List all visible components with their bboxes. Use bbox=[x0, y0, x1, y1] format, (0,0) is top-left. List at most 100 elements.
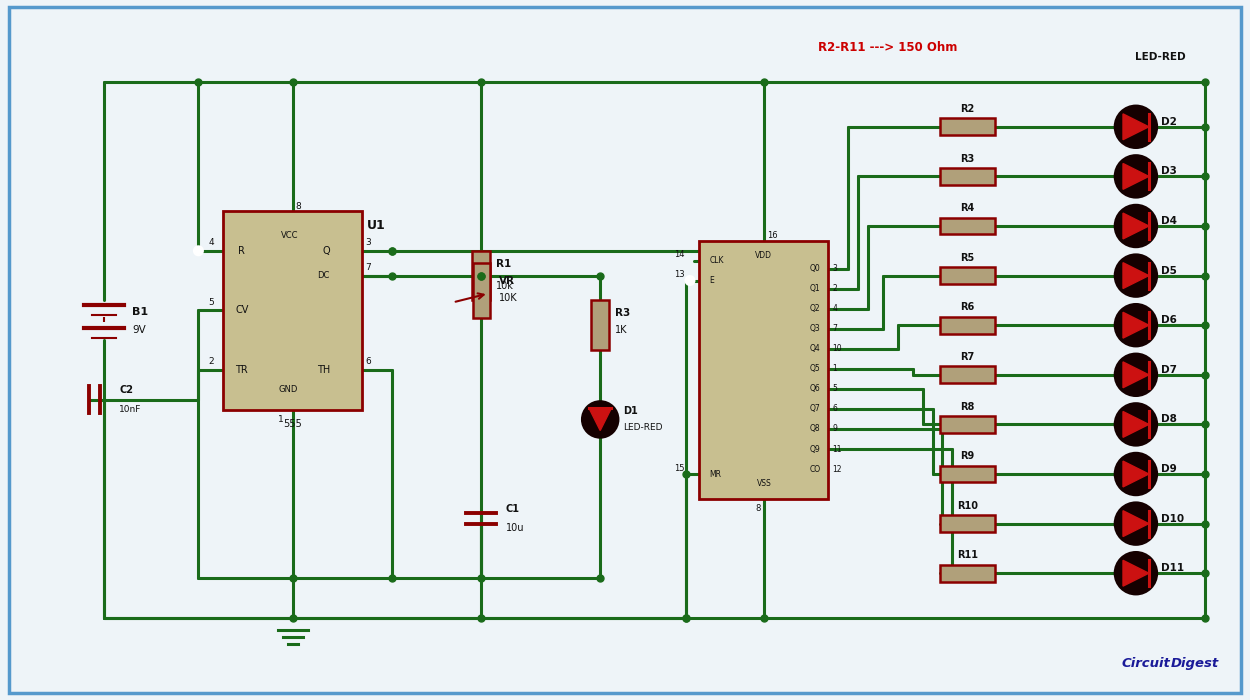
Text: LED-RED: LED-RED bbox=[1135, 52, 1186, 62]
Text: Q9: Q9 bbox=[810, 444, 820, 454]
Polygon shape bbox=[1122, 412, 1149, 438]
Text: E: E bbox=[709, 276, 714, 285]
Text: 5: 5 bbox=[832, 384, 838, 393]
Text: VR: VR bbox=[499, 276, 515, 286]
Text: U1: U1 bbox=[368, 220, 386, 232]
FancyBboxPatch shape bbox=[224, 211, 362, 410]
Text: 8: 8 bbox=[755, 504, 761, 513]
Text: 9V: 9V bbox=[132, 326, 146, 335]
Text: Q6: Q6 bbox=[810, 384, 820, 393]
Text: CV: CV bbox=[235, 305, 249, 315]
Circle shape bbox=[1115, 404, 1156, 445]
Text: R6: R6 bbox=[960, 302, 975, 312]
Text: DC: DC bbox=[318, 271, 330, 280]
FancyBboxPatch shape bbox=[940, 565, 995, 582]
Text: 4: 4 bbox=[209, 239, 214, 247]
Text: 13: 13 bbox=[674, 270, 685, 279]
Text: R2: R2 bbox=[960, 104, 975, 114]
Circle shape bbox=[1115, 503, 1156, 545]
Text: VCC: VCC bbox=[281, 232, 299, 240]
Text: Circuit: Circuit bbox=[1121, 657, 1171, 671]
Text: R10: R10 bbox=[956, 500, 978, 511]
Text: R8: R8 bbox=[960, 402, 975, 412]
FancyBboxPatch shape bbox=[940, 416, 995, 433]
Circle shape bbox=[582, 402, 618, 438]
Text: D7: D7 bbox=[1161, 365, 1176, 374]
Text: R4: R4 bbox=[960, 203, 975, 213]
Text: 10u: 10u bbox=[506, 523, 525, 533]
Text: D11: D11 bbox=[1161, 564, 1184, 573]
Text: C2: C2 bbox=[119, 385, 132, 395]
Text: D3: D3 bbox=[1161, 167, 1176, 176]
Text: 3: 3 bbox=[365, 239, 371, 247]
FancyBboxPatch shape bbox=[472, 251, 490, 300]
Text: Q8: Q8 bbox=[810, 424, 820, 433]
Text: 6: 6 bbox=[832, 405, 838, 414]
FancyBboxPatch shape bbox=[591, 300, 609, 350]
FancyBboxPatch shape bbox=[940, 168, 995, 185]
Text: TH: TH bbox=[318, 365, 331, 374]
Circle shape bbox=[1115, 354, 1156, 395]
FancyBboxPatch shape bbox=[940, 317, 995, 334]
FancyBboxPatch shape bbox=[940, 515, 995, 532]
Text: R11: R11 bbox=[956, 550, 978, 561]
Text: Q4: Q4 bbox=[810, 344, 820, 354]
Text: D9: D9 bbox=[1161, 464, 1176, 474]
Text: VDD: VDD bbox=[755, 251, 772, 260]
Text: R3: R3 bbox=[960, 153, 975, 164]
FancyBboxPatch shape bbox=[940, 366, 995, 383]
Text: 1: 1 bbox=[278, 415, 284, 424]
Text: R: R bbox=[238, 246, 245, 256]
Text: VSS: VSS bbox=[756, 480, 771, 489]
Text: D8: D8 bbox=[1161, 414, 1176, 424]
Text: 16: 16 bbox=[766, 232, 778, 240]
Text: 10K: 10K bbox=[499, 293, 518, 303]
Text: D1: D1 bbox=[622, 405, 638, 416]
Text: B1: B1 bbox=[132, 307, 148, 317]
Text: 8: 8 bbox=[296, 202, 301, 211]
Polygon shape bbox=[1122, 114, 1149, 140]
Text: C1: C1 bbox=[506, 504, 520, 514]
Text: MR: MR bbox=[709, 470, 721, 479]
Text: 12: 12 bbox=[832, 465, 841, 473]
FancyBboxPatch shape bbox=[940, 466, 995, 482]
Text: R1: R1 bbox=[496, 259, 511, 269]
Text: 6: 6 bbox=[365, 358, 371, 366]
Polygon shape bbox=[1122, 213, 1149, 239]
Text: Digest: Digest bbox=[1171, 657, 1219, 671]
Text: D6: D6 bbox=[1161, 315, 1176, 326]
Text: 5: 5 bbox=[209, 298, 214, 307]
Text: 3: 3 bbox=[832, 264, 838, 273]
Text: 4: 4 bbox=[832, 304, 838, 313]
Circle shape bbox=[1115, 304, 1156, 346]
Circle shape bbox=[194, 246, 202, 256]
Text: CLK: CLK bbox=[709, 256, 724, 265]
Text: Q3: Q3 bbox=[810, 324, 820, 333]
Text: 9: 9 bbox=[832, 424, 838, 433]
Text: 10k: 10k bbox=[496, 281, 514, 290]
Text: 11: 11 bbox=[832, 444, 841, 454]
Text: GND: GND bbox=[278, 385, 298, 394]
Text: 1K: 1K bbox=[615, 326, 628, 335]
Polygon shape bbox=[1122, 362, 1149, 388]
Circle shape bbox=[685, 276, 695, 285]
FancyBboxPatch shape bbox=[472, 263, 490, 318]
FancyBboxPatch shape bbox=[700, 241, 829, 499]
Text: TR: TR bbox=[235, 365, 248, 374]
Text: R3: R3 bbox=[615, 308, 630, 318]
Text: Q: Q bbox=[322, 246, 330, 256]
Polygon shape bbox=[1122, 312, 1149, 338]
Text: R5: R5 bbox=[960, 253, 975, 262]
Polygon shape bbox=[589, 408, 611, 430]
FancyBboxPatch shape bbox=[940, 218, 995, 234]
Polygon shape bbox=[1122, 461, 1149, 487]
Text: 2: 2 bbox=[209, 358, 214, 366]
Text: 555: 555 bbox=[284, 419, 302, 429]
Text: LED-RED: LED-RED bbox=[622, 423, 662, 432]
Text: 7: 7 bbox=[365, 263, 371, 272]
Circle shape bbox=[1115, 155, 1156, 197]
Circle shape bbox=[1115, 552, 1156, 594]
Text: Q0: Q0 bbox=[810, 264, 820, 273]
Text: 10nF: 10nF bbox=[119, 405, 141, 414]
Text: D4: D4 bbox=[1161, 216, 1176, 226]
